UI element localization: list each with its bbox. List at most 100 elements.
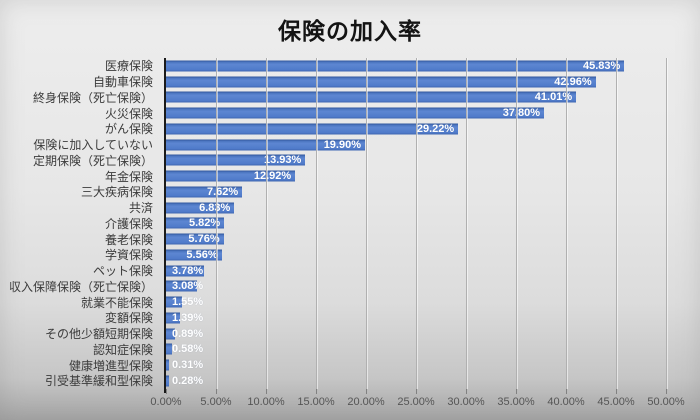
category-label: その他少額短期保険	[44, 327, 153, 342]
bar-row: 3.08%	[166, 279, 666, 295]
bar-row: 3.78%	[166, 263, 666, 279]
value-label: 5.56%	[186, 248, 218, 261]
bar-row: 1.55%	[166, 294, 666, 310]
category-label: 自動車保険	[92, 75, 153, 90]
value-label: 42.96%	[554, 75, 592, 88]
bar	[166, 343, 172, 355]
value-label: 0.28%	[172, 374, 204, 387]
gridline	[466, 58, 467, 389]
bar-row: 42.96%	[166, 74, 666, 90]
tick-label: 15.00%	[297, 396, 335, 408]
gridline	[216, 58, 217, 389]
value-label: 0.31%	[172, 359, 204, 372]
tick-label: 5.00%	[200, 396, 232, 408]
bar	[166, 154, 306, 166]
tick-label: 35.00%	[497, 396, 535, 408]
bar-row: 13.93%	[166, 153, 666, 169]
value-label: 0.89%	[172, 327, 204, 340]
tick-label: 10.00%	[247, 396, 285, 408]
gridline	[616, 58, 617, 389]
value-label: 37.80%	[502, 107, 540, 120]
bar	[166, 202, 235, 214]
category-label: 共済	[128, 201, 153, 216]
bar	[166, 123, 459, 135]
category-label: ペット保険	[92, 264, 153, 279]
tick-label: 0.00%	[150, 396, 182, 408]
value-label: 1.55%	[172, 296, 204, 309]
tick-label: 40.00%	[547, 396, 585, 408]
tick-mark	[416, 389, 417, 394]
bar	[166, 186, 243, 198]
bar	[166, 217, 225, 229]
value-label: 6.83%	[199, 201, 231, 214]
bar	[166, 375, 169, 387]
category-label: 認知症保険	[92, 342, 153, 357]
gridline	[416, 58, 417, 389]
bar	[166, 328, 175, 340]
bar-row: 0.28%	[166, 373, 666, 389]
tick-label: 30.00%	[447, 396, 485, 408]
bar-row: 1.39%	[166, 310, 666, 326]
bar-row: 19.90%	[166, 137, 666, 153]
tick-label: 50.00%	[647, 396, 685, 408]
value-label: 45.83%	[583, 59, 621, 72]
category-label: 保険に加入していない	[33, 138, 153, 153]
tick-mark	[266, 389, 267, 394]
value-label: 41.01%	[534, 91, 573, 104]
value-label: 19.90%	[323, 138, 361, 151]
bar-row: 37.80%	[166, 105, 666, 121]
category-label: がん保険	[104, 122, 153, 137]
value-label: 13.93%	[264, 154, 302, 167]
category-label: 年金保険	[104, 169, 153, 184]
value-label: 0.58%	[172, 343, 204, 356]
category-label: 医療保険	[104, 59, 153, 74]
gridline	[316, 58, 317, 389]
bar	[166, 249, 222, 261]
bar	[166, 91, 577, 103]
category-label: 健康増進型保険	[68, 358, 153, 373]
bar-rows: 45.83% 42.96% 41.01% 37.80% 29.22% 19.90% 13.9…	[166, 58, 666, 389]
category-label: 収入保障保険（死亡保険）	[8, 279, 153, 294]
value-label: 1.39%	[172, 311, 204, 324]
tick-label: 45.00%	[597, 396, 635, 408]
category-label: 就業不能保険	[80, 295, 153, 310]
value-label: 3.78%	[172, 264, 204, 277]
value-axis: 0.00% 5.00% 10.00% 15.00% 20.00% 25.00% 30.00%…	[0, 389, 700, 415]
tick-mark	[616, 389, 617, 394]
bar-row: 5.56%	[166, 247, 666, 263]
tick-mark	[466, 389, 467, 394]
bar	[166, 170, 296, 182]
value-label: 12.92%	[253, 170, 292, 183]
bar	[166, 280, 197, 292]
value-label: 5.76%	[188, 233, 220, 246]
bar-row: 5.76%	[166, 231, 666, 247]
tick-mark	[366, 389, 367, 394]
bar-row: 5.82%	[166, 216, 666, 232]
gridline	[666, 58, 667, 389]
bar	[166, 139, 365, 151]
bar	[166, 107, 544, 119]
value-label: 7.62%	[207, 185, 239, 198]
tick-label: 20.00%	[347, 396, 385, 408]
value-label: 5.82%	[189, 217, 221, 230]
bar	[166, 296, 182, 308]
value-axis-line	[164, 58, 166, 393]
value-label: 29.22%	[416, 122, 455, 135]
gridline	[566, 58, 567, 389]
bar-row: 45.83%	[166, 58, 666, 74]
bar-row: 7.62%	[166, 184, 666, 200]
bar	[166, 265, 204, 277]
bar-row: 29.22%	[166, 121, 666, 137]
bar	[166, 76, 596, 88]
gridline	[366, 58, 367, 389]
bar	[166, 60, 625, 72]
tick-mark	[316, 389, 317, 394]
category-label: 介護保険	[104, 216, 153, 231]
tick-mark	[216, 389, 217, 394]
tick-mark	[516, 389, 517, 394]
value-label: 3.08%	[172, 280, 204, 293]
category-label: 定期保険（死亡保険）	[32, 153, 153, 168]
category-label: 三大疾病保険	[80, 185, 153, 200]
gridline	[266, 58, 267, 389]
